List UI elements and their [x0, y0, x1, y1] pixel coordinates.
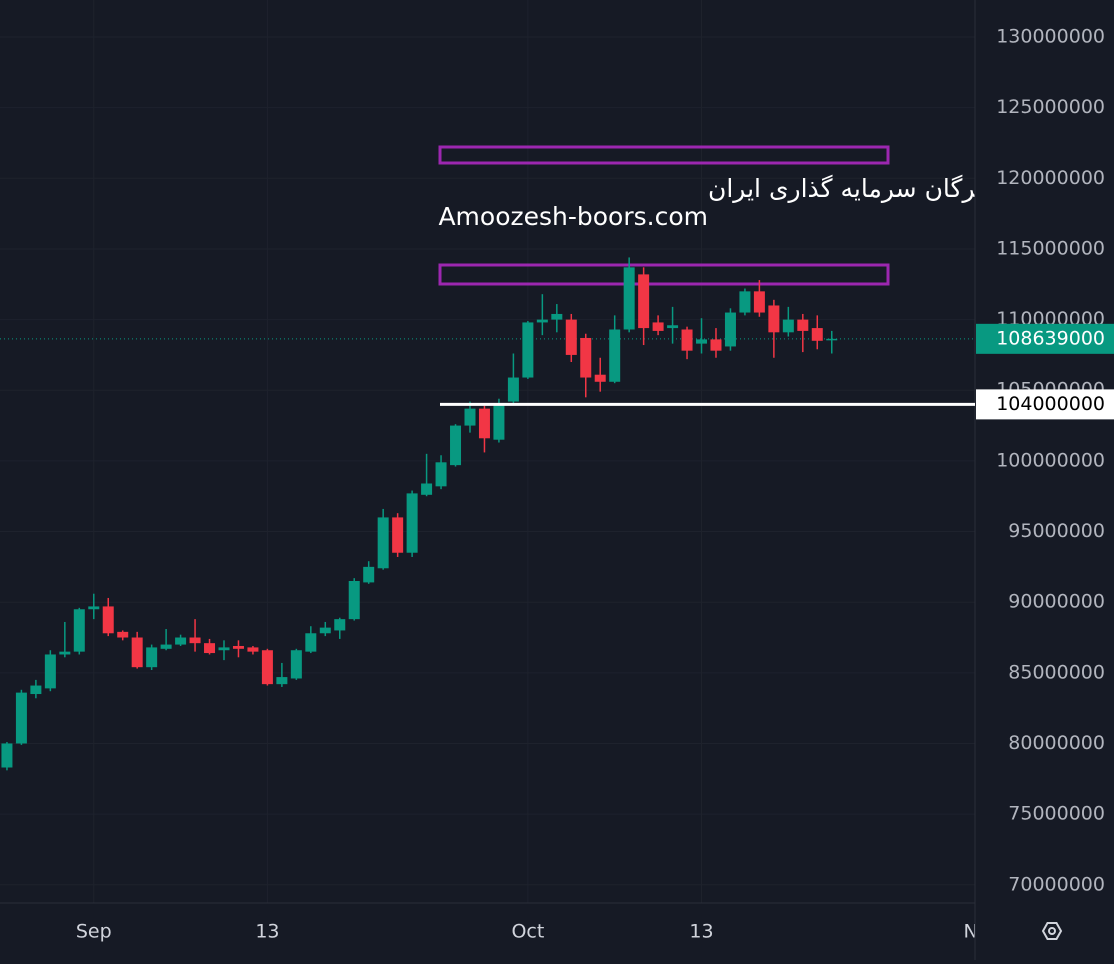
x-tick-label: 13: [689, 921, 713, 943]
candle-body: [739, 291, 751, 313]
candle-body: [435, 462, 447, 487]
zone-box: [438, 145, 890, 165]
x-tick-label: 13: [255, 921, 279, 943]
candle-body: [623, 267, 635, 330]
y-tick-label: 125000000: [996, 96, 1105, 118]
candle-body: [73, 609, 85, 652]
candle-body: [609, 329, 621, 382]
candle-body: [1, 743, 13, 768]
x-tick-label: Oct: [511, 921, 544, 943]
candle-body: [696, 339, 708, 344]
price-axis: [975, 0, 1114, 960]
candle-body: [551, 313, 563, 320]
candle-body: [667, 325, 679, 329]
candle-body: [175, 637, 187, 645]
candle-body: [218, 647, 230, 651]
last-price-box: [976, 323, 1114, 354]
candle-body: [319, 627, 331, 634]
candle-body: [305, 633, 317, 652]
candle-body: [15, 692, 27, 744]
candle-body: [681, 329, 693, 351]
candle-body: [348, 580, 360, 620]
y-tick-label: 85000000: [1008, 661, 1105, 683]
candle-body: [580, 337, 592, 378]
candle-body: [377, 517, 389, 569]
candle-body: [290, 650, 302, 679]
y-tick-label: 120000000: [996, 167, 1105, 189]
candle-body: [753, 291, 765, 313]
candle-body: [276, 677, 288, 685]
candle-body: [450, 425, 462, 466]
candle-body: [594, 374, 606, 382]
candle-body: [406, 493, 418, 553]
candle-body: [232, 645, 244, 649]
x-tick-label: Sep: [76, 921, 112, 943]
y-tick-label: 75000000: [1008, 803, 1105, 825]
zone-box: [438, 263, 890, 286]
y-tick-label: 130000000: [996, 26, 1105, 48]
candle-body: [160, 644, 172, 649]
candle-body: [261, 650, 273, 685]
candle-body: [59, 651, 71, 655]
y-tick-label: 90000000: [1008, 591, 1105, 613]
candle-body: [826, 338, 838, 341]
candle-body: [102, 606, 114, 634]
candle-body: [392, 517, 404, 553]
horizontal-line-box: [976, 389, 1114, 420]
candle-body: [146, 647, 158, 668]
candle-body: [565, 319, 577, 355]
candle-body: [131, 637, 143, 668]
candle-body: [363, 566, 375, 583]
candle-body: [204, 643, 216, 654]
y-tick-label: 70000000: [1008, 873, 1105, 895]
candle-body: [811, 328, 823, 341]
candle-body: [117, 631, 129, 638]
y-tick-label: 115000000: [996, 237, 1105, 259]
candle-body: [44, 654, 56, 689]
candle-body: [507, 377, 519, 402]
candle-body: [478, 408, 490, 439]
watermark: Amoozesh-boors.com: [438, 202, 708, 231]
y-tick-label: 100000000: [996, 449, 1105, 471]
settings-icon[interactable]: [1048, 927, 1056, 935]
candle-body: [652, 322, 664, 331]
candle-body: [464, 408, 476, 426]
horizontal-line-label: 104000000: [996, 393, 1105, 415]
candle-body: [782, 319, 794, 333]
candle-body: [189, 637, 201, 644]
candle-body: [421, 483, 433, 495]
candle-body: [88, 606, 100, 610]
candle-body: [724, 312, 736, 347]
candle-body: [768, 305, 780, 333]
last-price-label: 108639000: [996, 327, 1105, 349]
candle-body: [536, 319, 548, 323]
y-tick-label: 80000000: [1008, 732, 1105, 754]
candle-body: [30, 685, 42, 695]
candle-body: [493, 404, 505, 440]
candle-body: [638, 274, 650, 329]
candle-body: [522, 322, 534, 378]
candle-body: [247, 647, 259, 652]
candle-body: [797, 319, 809, 331]
candle-body: [710, 339, 722, 351]
candle-body: [334, 619, 346, 631]
y-tick-label: 95000000: [1008, 520, 1105, 542]
settings-icon[interactable]: [1041, 922, 1063, 940]
